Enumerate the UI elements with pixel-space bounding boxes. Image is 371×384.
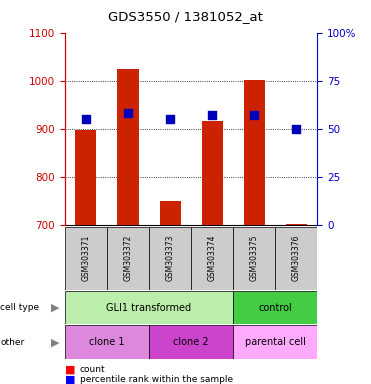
Bar bbox=[233, 291, 317, 324]
Text: ■: ■ bbox=[65, 374, 75, 384]
Text: GSM303372: GSM303372 bbox=[124, 235, 132, 281]
Text: percentile rank within the sample: percentile rank within the sample bbox=[80, 375, 233, 384]
Point bbox=[83, 116, 89, 122]
Bar bbox=[149, 227, 191, 290]
Point bbox=[293, 126, 299, 132]
Text: cell type: cell type bbox=[0, 303, 39, 312]
Text: GSM303371: GSM303371 bbox=[82, 235, 91, 281]
Text: parental cell: parental cell bbox=[245, 337, 306, 347]
Text: other: other bbox=[0, 338, 24, 347]
Point bbox=[125, 110, 131, 116]
Bar bbox=[160, 201, 181, 225]
Point bbox=[167, 116, 173, 122]
Bar bbox=[65, 291, 233, 324]
Bar bbox=[65, 325, 149, 359]
Text: GSM303375: GSM303375 bbox=[250, 235, 259, 281]
Text: clone 2: clone 2 bbox=[173, 337, 209, 347]
Text: GDS3550 / 1381052_at: GDS3550 / 1381052_at bbox=[108, 10, 263, 23]
Point bbox=[251, 112, 257, 118]
Bar bbox=[201, 121, 223, 225]
Text: GSM303376: GSM303376 bbox=[292, 235, 301, 281]
Text: GSM303374: GSM303374 bbox=[208, 235, 217, 281]
Text: count: count bbox=[80, 365, 105, 374]
Bar bbox=[75, 130, 96, 225]
Text: control: control bbox=[258, 303, 292, 313]
Text: GSM303373: GSM303373 bbox=[165, 235, 174, 281]
Bar bbox=[107, 227, 149, 290]
Bar bbox=[118, 69, 138, 225]
Bar bbox=[286, 224, 307, 225]
Text: clone 1: clone 1 bbox=[89, 337, 125, 347]
Text: ■: ■ bbox=[65, 364, 75, 374]
Bar bbox=[149, 325, 233, 359]
Text: GLI1 transformed: GLI1 transformed bbox=[106, 303, 191, 313]
Bar bbox=[233, 227, 275, 290]
Bar bbox=[233, 325, 317, 359]
Bar bbox=[65, 227, 107, 290]
Bar bbox=[275, 227, 317, 290]
Point bbox=[209, 112, 215, 118]
Bar bbox=[191, 227, 233, 290]
Text: ▶: ▶ bbox=[52, 337, 60, 347]
Text: ▶: ▶ bbox=[52, 303, 60, 313]
Bar bbox=[244, 80, 265, 225]
